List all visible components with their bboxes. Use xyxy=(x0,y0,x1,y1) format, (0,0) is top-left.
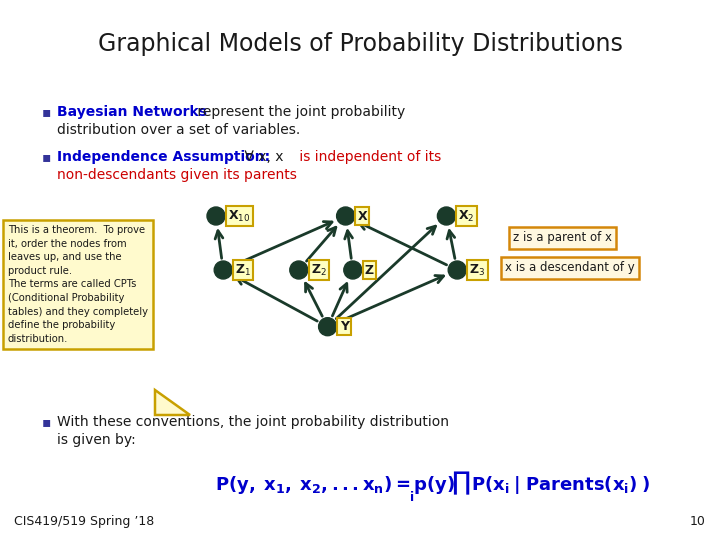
Circle shape xyxy=(319,318,337,336)
Text: ▪: ▪ xyxy=(42,105,51,119)
Text: CIS419/519 Spring ’18: CIS419/519 Spring ’18 xyxy=(14,515,154,528)
Text: Independence Assumption:: Independence Assumption: xyxy=(57,150,270,164)
Text: With these conventions, the joint probability distribution: With these conventions, the joint probab… xyxy=(57,415,449,429)
Text: represent the joint probability: represent the joint probability xyxy=(193,105,405,119)
Text: ▪: ▪ xyxy=(42,150,51,164)
Text: $\mathbf{P(y,\;x_1,\;x_2,...x_n) = p(y)\!\prod P(x_i\;|\;Parents(x_i)\;)}$: $\mathbf{P(y,\;x_1,\;x_2,...x_n) = p(y)\… xyxy=(215,470,651,497)
Polygon shape xyxy=(155,390,190,415)
Text: distribution over a set of variables.: distribution over a set of variables. xyxy=(57,123,300,137)
Text: This is a theorem.  To prove
it, order the nodes from
leaves up, and use the
pro: This is a theorem. To prove it, order th… xyxy=(8,225,148,344)
Text: x is a descendant of y: x is a descendant of y xyxy=(505,261,635,274)
Text: non-descendants given its parents: non-descendants given its parents xyxy=(57,168,297,182)
Text: Graphical Models of Probability Distributions: Graphical Models of Probability Distribu… xyxy=(98,32,622,56)
Text: X$_2$: X$_2$ xyxy=(459,208,474,224)
Text: $\mathbf{i}$: $\mathbf{i}$ xyxy=(409,490,414,504)
Text: X: X xyxy=(358,210,367,222)
Text: Z$_1$: Z$_1$ xyxy=(235,262,251,278)
Text: ▪: ▪ xyxy=(42,415,51,429)
Text: Y: Y xyxy=(340,320,348,333)
Text: ∀ x, x: ∀ x, x xyxy=(240,150,288,164)
Circle shape xyxy=(344,261,362,279)
Text: is given by:: is given by: xyxy=(57,433,136,447)
Circle shape xyxy=(289,261,308,279)
Text: Z: Z xyxy=(365,264,374,276)
Circle shape xyxy=(207,207,225,225)
Text: X$_{10}$: X$_{10}$ xyxy=(228,208,251,224)
Circle shape xyxy=(336,207,354,225)
Text: Z$_3$: Z$_3$ xyxy=(469,262,485,278)
Circle shape xyxy=(438,207,455,225)
Text: is independent of its: is independent of its xyxy=(295,150,441,164)
Text: z is a parent of x: z is a parent of x xyxy=(513,232,612,245)
Text: 10: 10 xyxy=(690,515,706,528)
Text: Bayesian Networks: Bayesian Networks xyxy=(57,105,207,119)
Circle shape xyxy=(448,261,467,279)
Text: Z$_2$: Z$_2$ xyxy=(311,262,327,278)
Circle shape xyxy=(215,261,232,279)
